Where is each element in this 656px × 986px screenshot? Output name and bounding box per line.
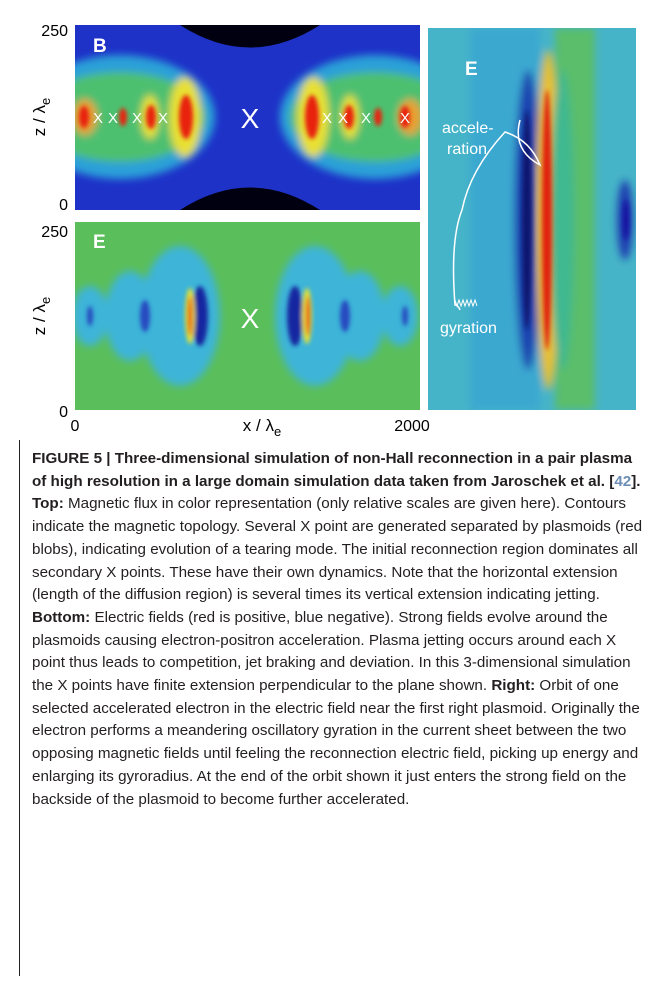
y-axis-label: z / λe bbox=[30, 98, 53, 136]
panel-label: E bbox=[93, 232, 106, 253]
caption-title: FIGURE 5 | Three-dimensional simulation … bbox=[32, 450, 641, 490]
x-axis-label: x / λe bbox=[243, 416, 281, 439]
magnetic-flux-image bbox=[75, 25, 420, 210]
x-point-marker: X bbox=[322, 110, 332, 127]
caption-title-text: ]. bbox=[631, 472, 641, 490]
annotation: accele- bbox=[442, 120, 494, 137]
x-point-marker: X bbox=[361, 110, 371, 127]
section-heading: Right: bbox=[491, 677, 536, 695]
caption-title-text: FIGURE 5 | Three-dimensional simulation … bbox=[32, 450, 633, 490]
y-tick-label: 250 bbox=[41, 23, 68, 40]
x-tick-label: 2000 bbox=[394, 418, 430, 435]
section-text: Orbit of one selected accelerated electr… bbox=[32, 677, 640, 808]
annotation: gyration bbox=[440, 320, 497, 337]
annotation: ration bbox=[447, 141, 487, 158]
electric-field-image bbox=[75, 222, 420, 410]
y-tick-label: 250 bbox=[41, 224, 68, 241]
section-text: Electric fields (red is positive, blue n… bbox=[32, 608, 631, 695]
section-text: Magnetic flux in color representation (o… bbox=[32, 495, 643, 604]
orbit-image bbox=[428, 28, 636, 410]
x-point-marker: X bbox=[93, 110, 103, 127]
x-point-label: X bbox=[241, 303, 260, 334]
section-heading: Bottom: bbox=[32, 608, 91, 626]
x-point-marker: X bbox=[108, 110, 118, 127]
x-point-label: X bbox=[241, 103, 260, 134]
x-point-marker: X bbox=[132, 110, 142, 127]
y-tick-label: 0 bbox=[59, 197, 68, 214]
panel-label: B bbox=[93, 36, 107, 57]
y-tick-label: 0 bbox=[59, 404, 68, 421]
x-point-marker: X bbox=[338, 110, 348, 127]
caption: FIGURE 5 | Three-dimensional simulation … bbox=[32, 448, 644, 811]
caption-rule bbox=[19, 440, 20, 976]
x-point-marker: X bbox=[400, 110, 410, 127]
reference[interactable]: 42 bbox=[614, 472, 632, 490]
panel-label: E bbox=[465, 59, 478, 80]
y-axis-label: z / λe bbox=[30, 297, 53, 335]
x-tick-label: 0 bbox=[71, 418, 80, 435]
x-point-marker: X bbox=[158, 110, 168, 127]
section-heading: Top: bbox=[32, 495, 64, 513]
